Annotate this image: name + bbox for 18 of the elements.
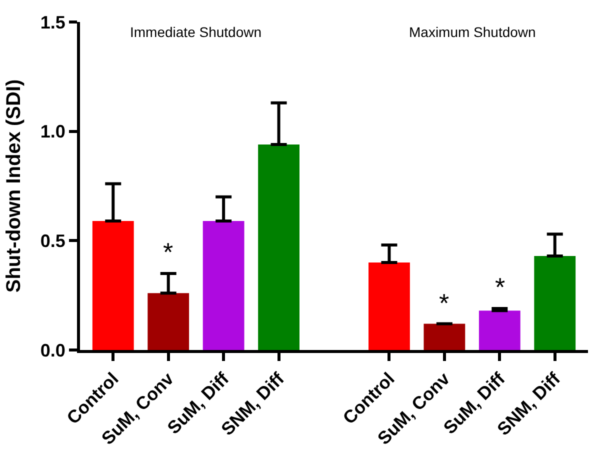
- bar: [202, 220, 244, 350]
- data-label: *: [163, 237, 174, 267]
- bar: [424, 324, 466, 350]
- bar: [148, 293, 190, 350]
- y-tick-label: 0.0: [40, 340, 66, 360]
- data-label: *: [495, 272, 506, 302]
- bar: [478, 310, 520, 350]
- bar: [258, 144, 300, 350]
- data-label: *: [439, 288, 450, 318]
- y-axis-title: Shut-down Index (SDI): [2, 79, 25, 293]
- y-tick-label: 1.5: [40, 12, 66, 32]
- annotation: Immediate Shutdown: [130, 24, 262, 40]
- annotation: Maximum Shutdown: [409, 24, 536, 40]
- bar: [368, 262, 410, 350]
- y-tick-label: 0.5: [40, 230, 66, 251]
- bar: [92, 220, 134, 350]
- y-tick-label: 1.0: [40, 122, 66, 142]
- bar: [534, 256, 576, 350]
